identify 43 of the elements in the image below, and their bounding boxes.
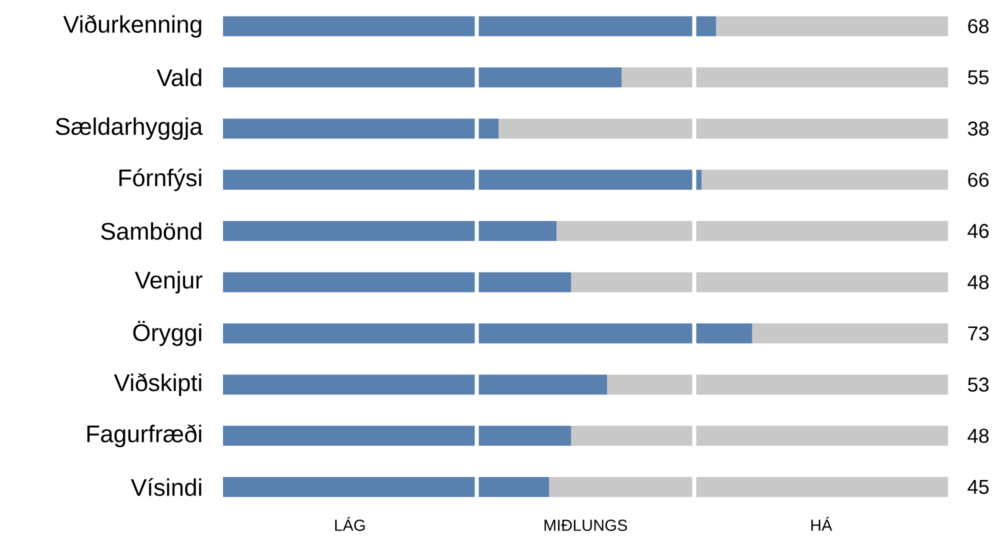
- text: MIÐLUNGS: [544, 520, 627, 531]
- data-label: 55: [968, 70, 989, 84]
- y-tick-label: Vald: [156, 68, 202, 86]
- data-label: 48: [968, 428, 989, 443]
- bar: [223, 16, 716, 36]
- y-tick-label: Vísindi: [130, 478, 202, 496]
- bar: [223, 477, 550, 498]
- bar: [556, 221, 948, 242]
- y-tick-label: Fórnfýsi: [119, 168, 202, 192]
- y-tick-label: Viðurkenning: [63, 14, 202, 38]
- bar: [223, 221, 557, 242]
- y-tick-label: Venjur: [134, 271, 202, 294]
- data-label: 38: [968, 122, 989, 136]
- y-tick-label: Öryggi: [133, 320, 202, 346]
- bar: [223, 170, 702, 190]
- text: LÁG: [335, 516, 365, 531]
- bar: [223, 272, 572, 292]
- data-label: 48: [968, 275, 989, 290]
- bar: [607, 374, 948, 395]
- data-label: 66: [968, 172, 989, 187]
- bar: [549, 477, 948, 498]
- bar: [702, 170, 948, 190]
- data-label: 45: [968, 480, 989, 494]
- bar: [498, 118, 948, 139]
- text: HÁ: [811, 516, 832, 531]
- y-tick-label: Sældarhyggja: [56, 117, 203, 140]
- bar: [716, 16, 948, 36]
- data-label: 68: [968, 19, 989, 34]
- y-tick-label: Sambönd: [101, 222, 202, 240]
- bar: [223, 323, 752, 344]
- data-label: 46: [968, 224, 989, 238]
- bar: [223, 118, 499, 139]
- bar: [622, 67, 948, 88]
- bar: [752, 323, 948, 344]
- bar: [223, 67, 622, 88]
- bar: [571, 272, 948, 292]
- data-label: 73: [968, 326, 989, 340]
- bar: [571, 426, 948, 446]
- bar: [223, 374, 608, 395]
- y-tick-label: Fagurfræði: [87, 424, 202, 448]
- data-label: 53: [968, 378, 989, 392]
- y-tick-label: Viðskipti: [114, 373, 202, 396]
- bar: [223, 426, 572, 446]
